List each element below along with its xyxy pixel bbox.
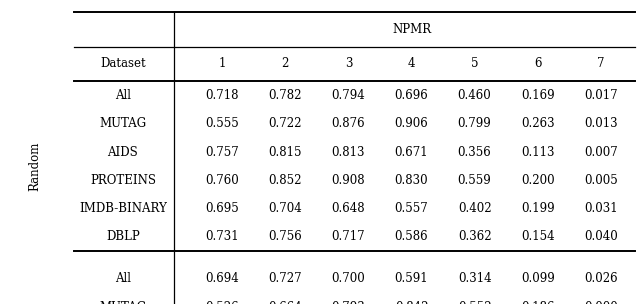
Text: 0.591: 0.591 (395, 272, 428, 285)
Text: 0.557: 0.557 (395, 202, 428, 215)
Text: 0.552: 0.552 (458, 301, 492, 304)
Text: 0.782: 0.782 (269, 89, 302, 102)
Text: 0.026: 0.026 (584, 272, 618, 285)
Text: 0.700: 0.700 (332, 272, 365, 285)
Text: 0.356: 0.356 (458, 146, 492, 159)
Text: 0.200: 0.200 (521, 174, 554, 187)
Text: Random: Random (29, 142, 42, 191)
Text: All: All (115, 272, 131, 285)
Text: 0.031: 0.031 (584, 202, 618, 215)
Text: 0.704: 0.704 (268, 202, 302, 215)
Text: 0.460: 0.460 (458, 89, 492, 102)
Text: Dataset: Dataset (100, 57, 146, 71)
Text: 0.040: 0.040 (584, 230, 618, 244)
Text: MUTAG: MUTAG (99, 301, 147, 304)
Text: 0.852: 0.852 (269, 174, 302, 187)
Text: 0.876: 0.876 (332, 117, 365, 130)
Text: 0.526: 0.526 (205, 301, 239, 304)
Text: NPMR: NPMR (392, 22, 431, 36)
Text: 0.906: 0.906 (395, 117, 428, 130)
Text: 0.154: 0.154 (521, 230, 554, 244)
Text: 0.362: 0.362 (458, 230, 492, 244)
Text: 0.017: 0.017 (584, 89, 618, 102)
Text: 0.908: 0.908 (332, 174, 365, 187)
Text: DBLP: DBLP (106, 230, 140, 244)
Text: 0.696: 0.696 (395, 89, 428, 102)
Text: 0.756: 0.756 (268, 230, 302, 244)
Text: AIDS: AIDS (108, 146, 138, 159)
Text: 4: 4 (408, 57, 415, 71)
Text: 0.842: 0.842 (395, 301, 428, 304)
Text: 0.799: 0.799 (458, 117, 492, 130)
Text: 7: 7 (597, 57, 605, 71)
Text: 6: 6 (534, 57, 541, 71)
Text: 0.793: 0.793 (332, 301, 365, 304)
Text: 3: 3 (345, 57, 352, 71)
Text: 0.005: 0.005 (584, 174, 618, 187)
Text: 0.314: 0.314 (458, 272, 492, 285)
Text: All: All (115, 89, 131, 102)
Text: 0.794: 0.794 (332, 89, 365, 102)
Text: 0.555: 0.555 (205, 117, 239, 130)
Text: 0.586: 0.586 (395, 230, 428, 244)
Text: 0.757: 0.757 (205, 146, 239, 159)
Text: 0.648: 0.648 (332, 202, 365, 215)
Text: 2: 2 (282, 57, 289, 71)
Text: 0.830: 0.830 (395, 174, 428, 187)
Text: 0.722: 0.722 (269, 117, 302, 130)
Text: 0.113: 0.113 (521, 146, 554, 159)
Text: 0.727: 0.727 (269, 272, 302, 285)
Text: 0.664: 0.664 (268, 301, 302, 304)
Text: 5: 5 (471, 57, 478, 71)
Text: IMDB-BINARY: IMDB-BINARY (79, 202, 167, 215)
Text: 0.731: 0.731 (205, 230, 239, 244)
Text: 0.186: 0.186 (521, 301, 554, 304)
Text: 0.263: 0.263 (521, 117, 554, 130)
Text: 0.671: 0.671 (395, 146, 428, 159)
Text: 0.695: 0.695 (205, 202, 239, 215)
Text: 0.718: 0.718 (205, 89, 239, 102)
Text: 0.559: 0.559 (458, 174, 492, 187)
Text: 0.402: 0.402 (458, 202, 492, 215)
Text: 0.169: 0.169 (521, 89, 554, 102)
Text: 0.199: 0.199 (521, 202, 554, 215)
Text: 0.813: 0.813 (332, 146, 365, 159)
Text: 0.007: 0.007 (584, 146, 618, 159)
Text: 0.694: 0.694 (205, 272, 239, 285)
Text: 0.013: 0.013 (584, 117, 618, 130)
Text: 0.717: 0.717 (332, 230, 365, 244)
Text: MUTAG: MUTAG (99, 117, 147, 130)
Text: 0.000: 0.000 (584, 301, 618, 304)
Text: 0.815: 0.815 (269, 146, 302, 159)
Text: PROTEINS: PROTEINS (90, 174, 156, 187)
Text: 0.760: 0.760 (205, 174, 239, 187)
Text: 0.099: 0.099 (521, 272, 555, 285)
Text: 1: 1 (219, 57, 226, 71)
